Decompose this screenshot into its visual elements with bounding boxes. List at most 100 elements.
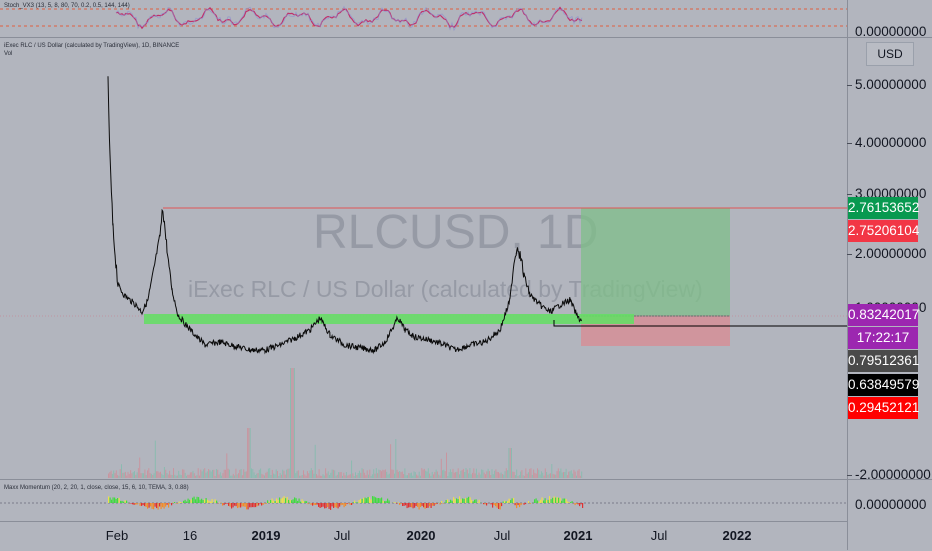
momentum-bar [452, 501, 453, 503]
momentum-bar [345, 503, 346, 506]
volume-bar [488, 469, 489, 478]
momentum-bar [195, 499, 196, 503]
momentum-bar [353, 502, 354, 503]
momentum-bar [498, 503, 499, 509]
volume-bar [528, 472, 529, 478]
volume-bar [490, 475, 491, 478]
volume-bar [414, 471, 415, 478]
volume-bar [300, 476, 301, 478]
volume-bar [575, 472, 576, 478]
momentum-bar [171, 503, 172, 505]
currency-button[interactable]: USD [866, 42, 914, 66]
volume-bar [460, 471, 461, 478]
momentum-bar [350, 503, 351, 505]
momentum-bar [500, 503, 501, 510]
top-indicator-axis-value: 0.00000000 [855, 24, 926, 39]
momentum-bar [174, 502, 175, 503]
volume-bar [150, 473, 151, 478]
momentum-bar [251, 503, 252, 507]
volume-bar [442, 470, 443, 478]
volume-bar [534, 473, 535, 478]
momentum-bar [192, 498, 193, 503]
volume-bar [254, 472, 255, 478]
momentum-bar [332, 503, 333, 506]
momentum-bar [141, 503, 142, 506]
volume-bar [312, 470, 313, 478]
momentum-bar [273, 501, 274, 503]
volume-bar [351, 461, 352, 479]
volume-bar [502, 474, 503, 478]
momentum-bar [342, 503, 343, 505]
volume-bar [209, 470, 210, 478]
momentum-bar [215, 499, 216, 503]
momentum-bar [569, 502, 570, 503]
momentum-bar [435, 503, 436, 505]
momentum-bar [372, 496, 373, 503]
momentum-bar [434, 503, 435, 506]
momentum-bar [323, 503, 324, 507]
momentum-bar [581, 503, 582, 504]
momentum-bar [366, 498, 367, 503]
volume-bar [276, 469, 277, 478]
volume-bar [163, 475, 164, 478]
momentum-bar [423, 503, 424, 507]
momentum-bar [506, 501, 507, 503]
volume-bar [324, 476, 325, 479]
momentum-bar [111, 500, 112, 503]
momentum-bar [378, 498, 379, 503]
volume-bar [155, 441, 156, 478]
volume-bar [372, 474, 373, 478]
volume-bar [381, 471, 382, 478]
volume-bar [267, 472, 268, 478]
volume-bar [134, 471, 135, 478]
volume-bar [572, 474, 573, 478]
volume-bar [397, 470, 398, 478]
volume-bar [133, 472, 134, 478]
volume-bar [289, 469, 290, 478]
badge-stop-price: 0.29452121 [848, 397, 918, 419]
volume-bar [479, 473, 480, 478]
momentum-bar [329, 503, 330, 509]
momentum-bar [464, 499, 465, 503]
momentum-bar [290, 500, 291, 504]
volume-bar [337, 475, 338, 478]
volume-bar [325, 468, 326, 478]
volume-bar [438, 475, 439, 478]
tick-mark [847, 85, 852, 86]
momentum-bar [575, 503, 576, 505]
volume-bar [343, 473, 344, 478]
momentum-bar [335, 503, 336, 507]
volume-bar [564, 472, 565, 478]
momentum-bar [407, 503, 408, 508]
volume-bar [202, 471, 203, 478]
badge-resistance-price: 2.75206104 [848, 220, 918, 242]
volume-bar [167, 473, 168, 478]
momentum-bar [471, 500, 472, 503]
volume-bar [362, 468, 363, 478]
volume-bar [198, 468, 199, 478]
momentum-bar [426, 503, 427, 508]
momentum-bar [140, 503, 141, 506]
momentum-bar [153, 503, 154, 509]
momentum-bar [519, 503, 520, 507]
momentum-bar [254, 503, 255, 507]
volume-bar [323, 474, 324, 478]
volume-bar [138, 468, 139, 478]
volume-bar [447, 476, 448, 478]
momentum-bar [252, 503, 253, 507]
volume-bar [406, 475, 407, 478]
volume-bar [177, 476, 178, 479]
volume-bar [131, 473, 132, 478]
volume-bar [380, 470, 381, 478]
momentum-bar [554, 496, 555, 503]
volume-bar [264, 476, 265, 479]
momentum-bar [357, 502, 358, 503]
volume-bar [269, 468, 270, 478]
momentum-bar [420, 503, 421, 507]
momentum-bar [536, 498, 537, 503]
volume-bar [338, 472, 339, 478]
momentum-bar [486, 503, 487, 506]
momentum-bar [161, 503, 162, 509]
volume-bar [475, 473, 476, 478]
volume-bar [411, 473, 412, 478]
